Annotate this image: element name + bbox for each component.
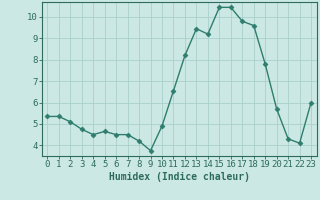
X-axis label: Humidex (Indice chaleur): Humidex (Indice chaleur) xyxy=(109,172,250,182)
